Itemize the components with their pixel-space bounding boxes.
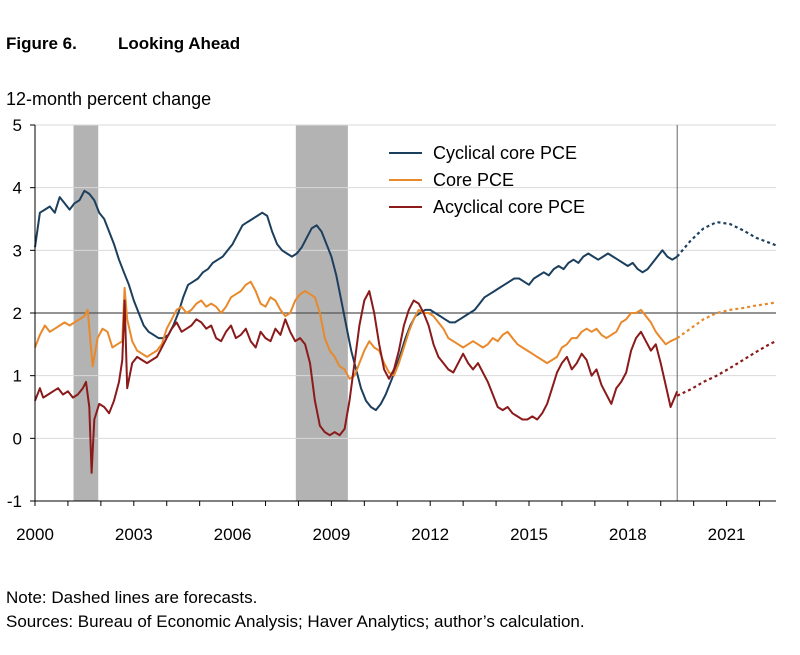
legend-label-1: Cyclical core PCE <box>433 143 577 163</box>
x-tick-label: 2012 <box>411 525 449 544</box>
legend: Cyclical core PCE Core PCE Acyclical core … <box>389 143 585 217</box>
x-tick-labels: 2000 2003 2006 2009 2012 2015 2018 2021 <box>16 525 745 544</box>
series-line-5 <box>676 301 777 339</box>
x-tick-label: 2021 <box>708 525 746 544</box>
note-text: Note: Dashed lines are forecasts. <box>6 588 258 607</box>
legend-label-3: Acyclical core PCE <box>433 197 585 217</box>
x-tick-label: 2009 <box>312 525 350 544</box>
y-tick-label: 3 <box>13 241 22 260</box>
line-chart: -1 0 1 2 3 4 5 2000 2003 2006 2009 2012 2015 2018 202… <box>7 116 777 544</box>
series-line-6 <box>676 340 777 397</box>
x-tick-label: 2015 <box>510 525 548 544</box>
x-tick-label: 2018 <box>609 525 647 544</box>
y-axis-unit-label: 12-month percent change <box>6 89 212 109</box>
x-tick-label: 2003 <box>115 525 153 544</box>
figure-number: Figure 6. <box>6 34 77 53</box>
x-tick-label: 2006 <box>214 525 252 544</box>
figure-title-text: Looking Ahead <box>118 34 241 53</box>
legend-label-2: Core PCE <box>433 170 514 190</box>
x-tick-label: 2000 <box>16 525 54 544</box>
y-tick-labels: -1 0 1 2 3 4 5 <box>7 116 22 511</box>
series-line-1 <box>34 189 678 412</box>
y-tick-label: 1 <box>13 367 22 386</box>
figure-notes: Note: Dashed lines are forecasts. Source… <box>6 586 585 634</box>
y-tick-label: -1 <box>7 492 22 511</box>
series-line-3 <box>34 290 679 474</box>
y-tick-label: 4 <box>13 179 22 198</box>
gridlines <box>35 124 776 439</box>
y-tick-label: 2 <box>13 304 22 323</box>
sources-text: Sources: Bureau of Economic Analysis; Ha… <box>6 612 585 631</box>
figure-title: Figure 6. Looking Ahead <box>6 34 240 54</box>
series-line-4 <box>676 221 777 258</box>
data-series <box>34 189 777 474</box>
axes <box>30 124 776 506</box>
y-tick-label: 5 <box>13 116 22 135</box>
y-tick-label: 0 <box>13 429 22 448</box>
reference-line-2pct <box>35 125 776 501</box>
